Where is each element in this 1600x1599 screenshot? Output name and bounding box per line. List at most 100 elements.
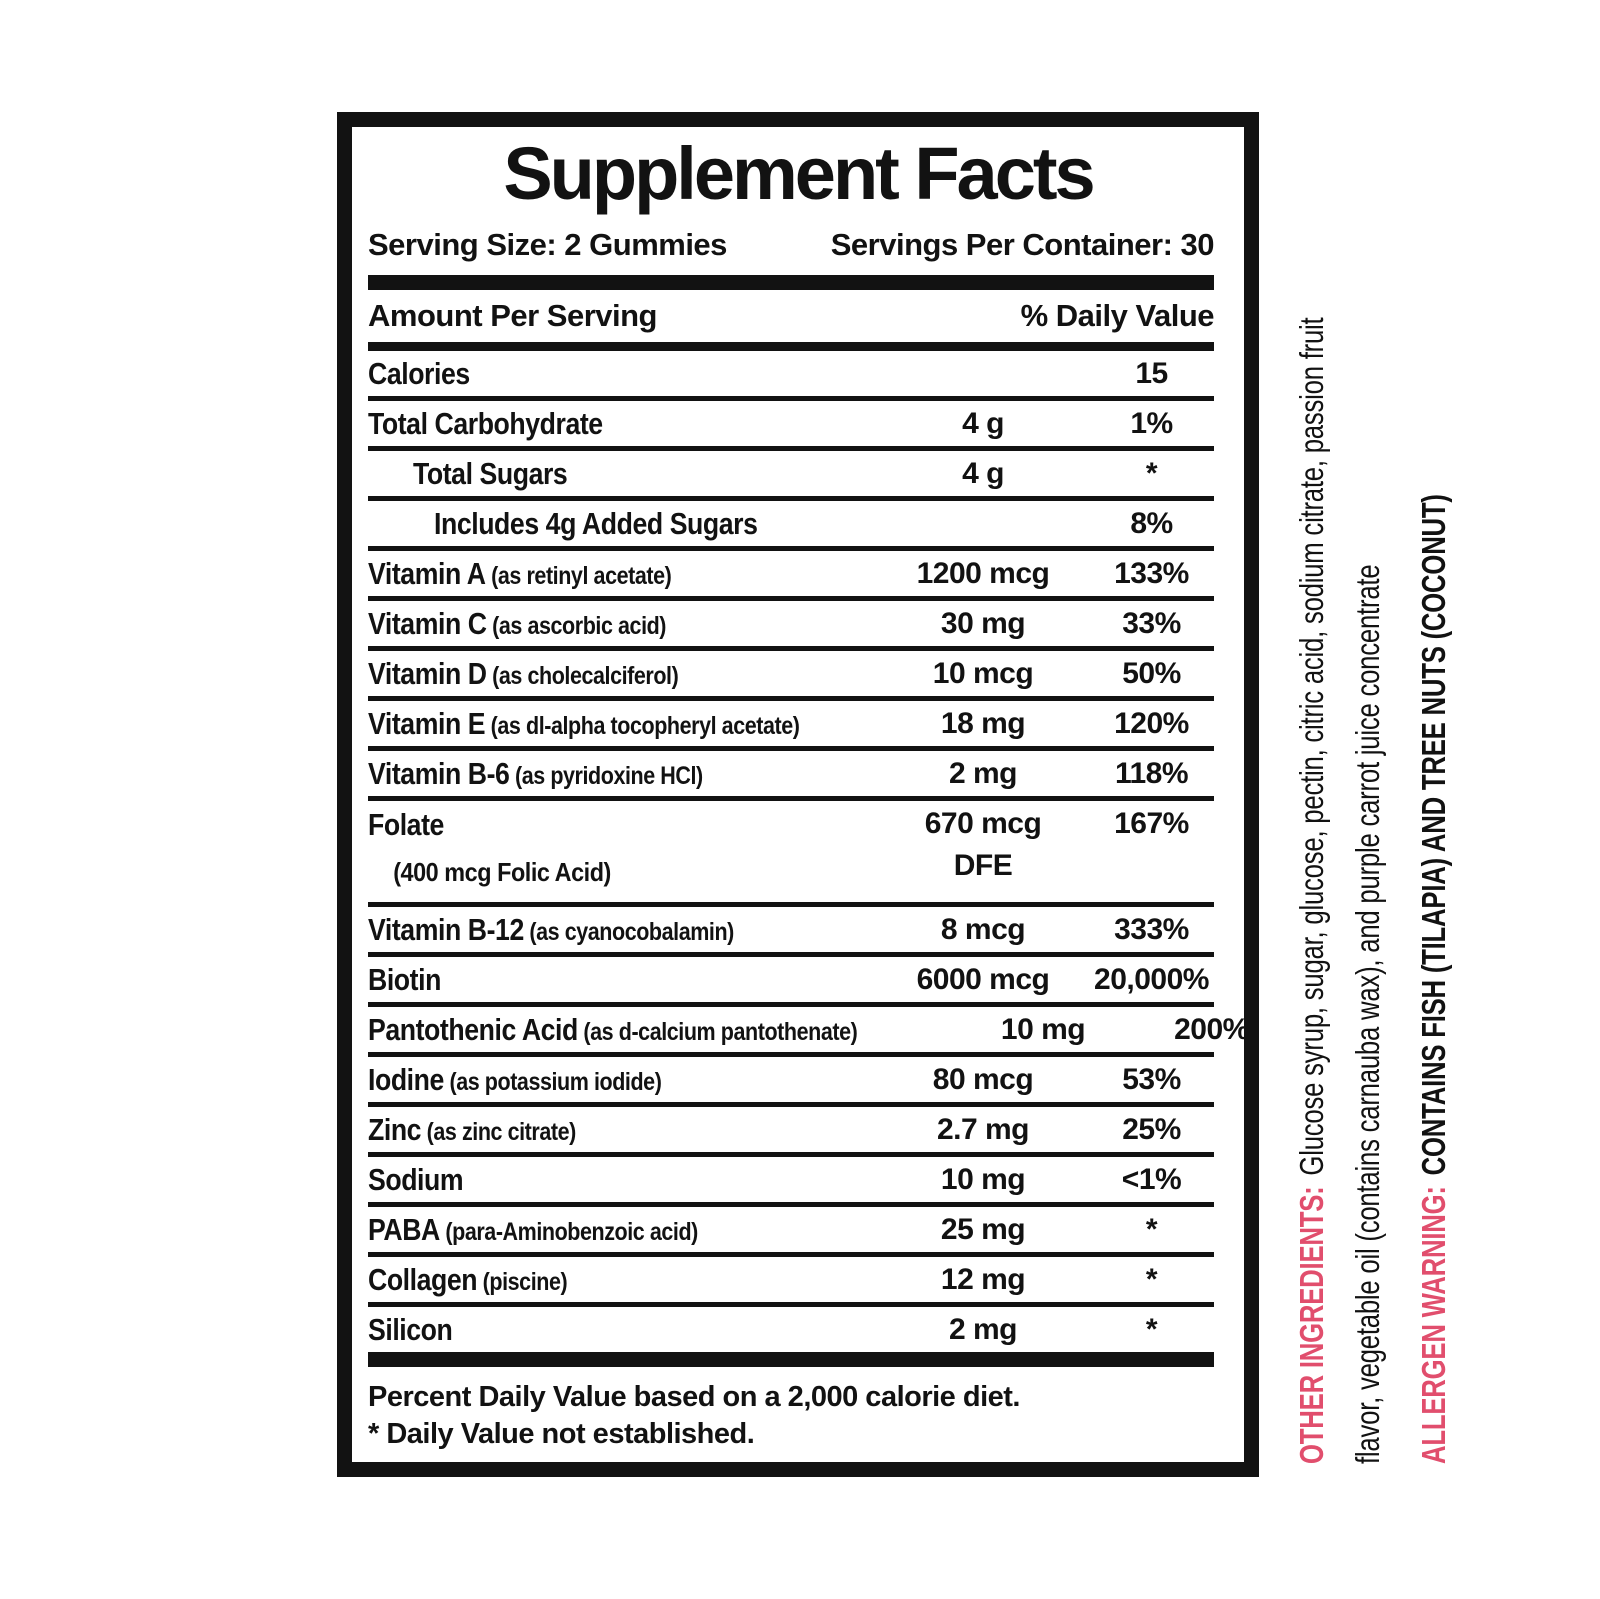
nutrient-note: (para-Aminobenzoic acid): [439, 1217, 698, 1246]
serving-info-row: Serving Size: 2 Gummies Servings Per Con…: [368, 217, 1215, 275]
facts-row: Vitamin D (as cholecalciferol) 10 mcg 50%: [368, 651, 1214, 701]
amount-value: 4 g: [962, 406, 1004, 440]
daily-value: *: [1145, 1212, 1158, 1246]
amount-value: 8 mcg: [940, 912, 1026, 946]
nutrient-name-wrap: Calories: [368, 356, 470, 392]
daily-value: 118%: [1114, 756, 1189, 790]
allergen-warning-label: ALLERGEN WARNING:: [1415, 1186, 1452, 1464]
amount-value: 2.7 mg: [936, 1112, 1030, 1146]
daily-value: <1%: [1121, 1162, 1182, 1196]
facts-row: Includes 4g Added Sugars 8%: [368, 501, 1214, 551]
nutrient-note: (as dl-alpha tocopheryl acetate): [485, 711, 800, 740]
amount-value: 10 mcg: [932, 656, 1034, 690]
other-ingredients-text-1: Glucose syrup, sugar, glucose, pectin, c…: [1293, 317, 1330, 1176]
serving-size: Serving Size: 2 Gummies: [368, 227, 727, 262]
daily-value: 15: [1135, 356, 1168, 390]
nutrient-name-wrap: Vitamin D (as cholecalciferol): [368, 656, 679, 692]
amount-value: 4 g: [962, 456, 1004, 490]
daily-value: 167%: [1114, 807, 1189, 840]
nutrient-cell: Calories: [368, 356, 877, 392]
nutrient-cell: Collagen (piscine): [368, 1262, 877, 1298]
nutrient-name-wrap: Total Carbohydrate: [368, 406, 603, 442]
facts-rows: Calories 15 Total Carbohydrate 4 g 1% Total S…: [368, 351, 1249, 1352]
amount-unit: DFE: [953, 849, 1013, 882]
nutrient-name: Zinc: [368, 1111, 422, 1147]
table-header-row: Amount Per Serving % Daily Value: [368, 290, 1215, 351]
nutrient-name: Includes 4g Added Sugars: [434, 505, 758, 541]
nutrient-name-wrap: Iodine (as potassium iodide): [368, 1061, 662, 1098]
facts-row: Biotin 6000 mcg 20,000%: [368, 957, 1214, 1007]
amount-value: 2 mg: [948, 1312, 1018, 1346]
amount-value: 80 mcg: [932, 1062, 1034, 1096]
facts-row: Folate (400 mcg Folic Acid) 670 mcg DFE 167%: [368, 801, 1214, 907]
nutrient-name-wrap: PABA (para-Aminobenzoic acid): [368, 1212, 698, 1248]
footnote-not-established: * Daily Value not established.: [368, 1418, 755, 1450]
facts-row: Zinc (as zinc citrate) 2.7 mg 25%: [368, 1107, 1214, 1157]
nutrient-name: Silicon: [368, 1311, 453, 1347]
amount-value: 670 mcg DFE: [877, 807, 1089, 883]
amount-value: 25 mg: [940, 1212, 1026, 1246]
nutrient-name-wrap: Total Sugars: [413, 455, 568, 492]
nutrient-name: Iodine: [368, 1061, 444, 1097]
nutrient-cell: PABA (para-Aminobenzoic acid): [368, 1212, 877, 1248]
facts-row: Vitamin A (as retinyl acetate) 1200 mcg 13…: [368, 551, 1214, 601]
facts-row: Iodine (as potassium iodide) 80 mcg 53%: [368, 1057, 1214, 1107]
nutrient-cell: Vitamin B-6 (as pyridoxine HCl): [368, 756, 877, 792]
facts-row: Collagen (piscine) 12 mg *: [368, 1257, 1214, 1307]
separator-bar-top: [368, 275, 1214, 290]
nutrient-name-wrap: Vitamin B-6 (as pyridoxine HCl): [368, 756, 703, 792]
other-ingredients-label: OTHER INGREDIENTS:: [1293, 1186, 1330, 1464]
amount-value: 10 mg: [1000, 1012, 1086, 1046]
nutrient-cell: Folate (400 mcg Folic Acid): [368, 807, 877, 888]
nutrient-name: Sodium: [368, 1161, 464, 1197]
amount-value: 6000 mcg: [916, 962, 1050, 996]
nutrient-name-wrap: Biotin: [368, 962, 441, 998]
nutrient-name-wrap: Vitamin A (as retinyl acetate): [368, 556, 672, 592]
nutrient-cell: Vitamin C (as ascorbic acid): [368, 606, 877, 642]
supplement-facts-panel: Supplement Facts Serving Size: 2 Gummies…: [337, 112, 1259, 1477]
other-ingredients-line-1: OTHER INGREDIENTS: Glucose syrup, sugar, …: [1284, 318, 1340, 1464]
nutrient-name-wrap: Folate: [368, 807, 444, 843]
daily-value: 53%: [1122, 1062, 1181, 1096]
daily-value: 20,000%: [1094, 962, 1209, 996]
nutrient-name-wrap: Vitamin B-12 (as cyanocobalamin): [368, 912, 734, 948]
nutrient-note: (as retinyl acetate): [485, 561, 672, 590]
nutrient-name: Folate: [368, 807, 444, 842]
panel-body: Serving Size: 2 Gummies Servings Per Con…: [368, 217, 1249, 1453]
facts-row: Calories 15: [368, 351, 1214, 401]
facts-row: Pantothenic Acid (as d-calcium pantothen…: [368, 1007, 1249, 1057]
nutrient-name: Calories: [368, 355, 470, 391]
nutrient-name: PABA: [368, 1211, 440, 1247]
daily-value: 133%: [1114, 556, 1189, 590]
daily-value: 8%: [1130, 506, 1173, 540]
allergen-warning-text: CONTAINS FISH (TILAPIA) AND TREE NUTS (C…: [1415, 494, 1452, 1176]
nutrient-note: (as zinc citrate): [421, 1117, 577, 1146]
daily-value: 50%: [1122, 656, 1181, 690]
nutrient-note: (as cyanocobalamin): [523, 917, 734, 946]
nutrient-name: Collagen: [368, 1261, 478, 1297]
nutrient-cell: Vitamin A (as retinyl acetate): [368, 556, 877, 592]
nutrient-note-below: (400 mcg Folic Acid): [393, 857, 611, 887]
nutrient-name-wrap: Sodium: [368, 1161, 464, 1198]
daily-value: *: [1145, 1312, 1158, 1346]
amount-per-serving-header: Amount Per Serving: [368, 298, 658, 333]
nutrient-cell: Vitamin B-12 (as cyanocobalamin): [368, 912, 877, 948]
nutrient-name: Total Sugars: [413, 455, 568, 491]
nutrient-name-wrap: Collagen (piscine): [368, 1261, 568, 1298]
daily-value: 25%: [1122, 1112, 1181, 1146]
facts-row: Vitamin B-12 (as cyanocobalamin) 8 mcg 333…: [368, 907, 1214, 957]
amount-value: 2 mg: [948, 756, 1018, 790]
nutrient-name-wrap: Silicon: [368, 1311, 453, 1348]
facts-row: Vitamin B-6 (as pyridoxine HCl) 2 mg 118%: [368, 751, 1214, 801]
other-ingredients-text-2: flavor, vegetable oil (contains carnauba…: [1349, 564, 1386, 1464]
nutrient-cell: Iodine (as potassium iodide): [368, 1062, 877, 1098]
daily-value: 1%: [1130, 406, 1173, 440]
separator-bar-bottom: [368, 1352, 1214, 1367]
nutrient-cell: Vitamin D (as cholecalciferol): [368, 656, 877, 692]
daily-value: *: [1145, 456, 1158, 490]
nutrient-note: (as d-calcium pantothenate): [577, 1017, 858, 1046]
facts-row: Vitamin C (as ascorbic acid) 30 mg 33%: [368, 601, 1214, 651]
daily-value-header: % Daily Value: [1020, 298, 1215, 333]
nutrient-cell: Zinc (as zinc citrate): [368, 1112, 877, 1148]
